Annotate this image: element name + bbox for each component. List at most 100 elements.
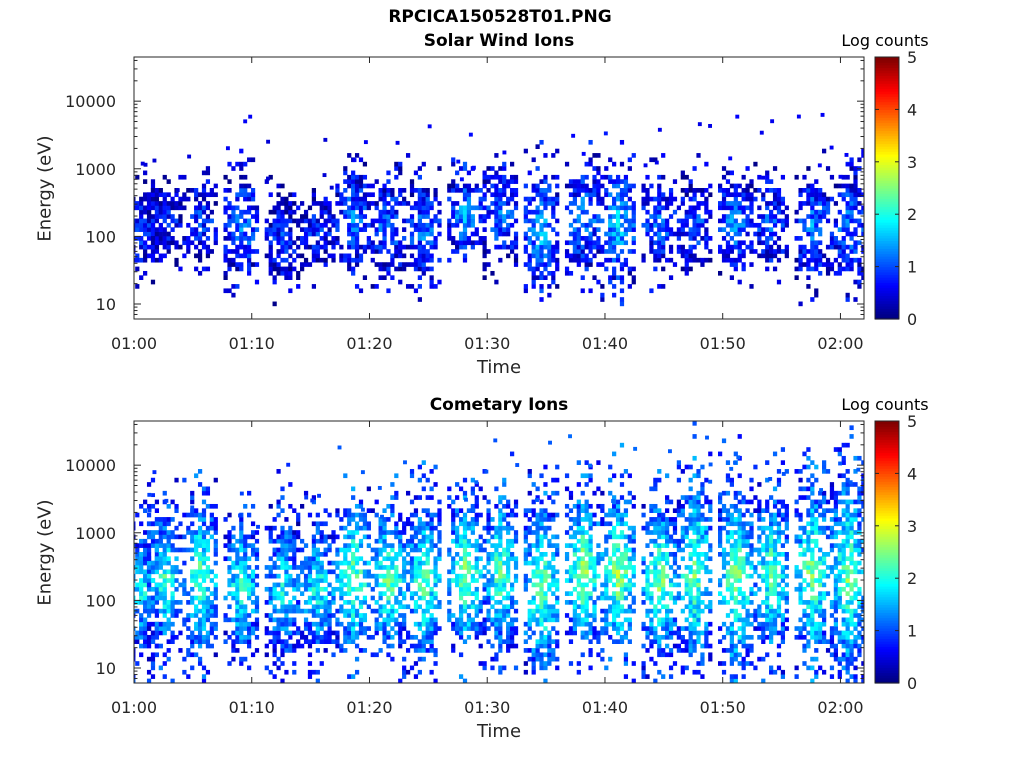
heatmap-cell: [580, 573, 585, 579]
heatmap-cell: [150, 569, 156, 575]
heatmap-cell: [311, 608, 317, 614]
heatmap-cell: [335, 552, 340, 557]
heatmap-cell: [718, 205, 723, 211]
heatmap-cell: [845, 231, 850, 237]
heatmap-cell: [194, 244, 199, 250]
heatmap-cell: [139, 621, 144, 627]
heatmap-cell: [688, 249, 693, 254]
heatmap-cell: [288, 525, 293, 531]
heatmap-cell: [213, 503, 218, 509]
heatmap-cell: [390, 604, 395, 610]
heatmap-cell: [264, 586, 269, 592]
heatmap-cell: [362, 595, 368, 601]
heatmap-cell: [351, 639, 356, 644]
heatmap-cell: [319, 205, 324, 211]
colorbar-segment: [875, 203, 899, 207]
heatmap-cell: [506, 227, 511, 232]
heatmap-cell: [288, 236, 293, 241]
heatmap-cell: [564, 240, 570, 246]
heatmap-cell: [143, 547, 148, 553]
heatmap-cell: [201, 621, 207, 627]
heatmap-cell: [631, 183, 636, 189]
heatmap-cell: [718, 249, 723, 254]
heatmap-cell: [494, 621, 499, 627]
heatmap-cell: [506, 179, 511, 184]
heatmap-cell: [139, 617, 144, 623]
heatmap-cell: [254, 227, 260, 232]
heatmap-cell: [580, 249, 585, 254]
heatmap-cell: [335, 547, 340, 553]
heatmap-cell: [150, 503, 156, 509]
heatmap-cell: [235, 192, 240, 198]
heatmap-cell: [194, 543, 199, 548]
heatmap-cell: [649, 236, 654, 241]
heatmap-cell: [608, 236, 613, 241]
heatmap-cell: [307, 227, 313, 232]
heatmap-cell: [284, 196, 289, 202]
heatmap-cell: [134, 600, 136, 605]
heatmap-cell: [158, 231, 163, 237]
heatmap-cell: [366, 521, 371, 527]
heatmap-cell: [390, 643, 395, 649]
heatmap-cell: [498, 665, 503, 671]
heatmap-cell: [721, 257, 727, 263]
heatmap-cell: [235, 205, 240, 211]
heatmap-cell: [339, 253, 344, 259]
colorbar-frame: [874, 56, 900, 320]
heatmap-cell: [311, 613, 317, 618]
heatmap-cell: [845, 292, 850, 298]
heatmap-cell: [455, 552, 460, 557]
heatmap-cell: [174, 218, 179, 224]
heatmap-cell: [358, 621, 364, 627]
heatmap-cell: [182, 547, 187, 553]
heatmap-cell: [845, 218, 850, 224]
heatmap-cell: [354, 613, 360, 618]
heatmap-cell: [182, 174, 187, 180]
heatmap-cell: [437, 534, 442, 540]
heatmap-cell: [661, 266, 666, 272]
heatmap-cell: [143, 270, 148, 276]
heatmap-cell: [498, 626, 503, 631]
heatmap-cell: [250, 503, 256, 509]
heatmap-cell: [347, 534, 352, 540]
heatmap-cell: [143, 556, 148, 562]
heatmap-cell: [123, 591, 127, 596]
heatmap-cell: [292, 530, 297, 535]
heatmap-cell: [288, 262, 293, 267]
heatmap-cell: [608, 227, 613, 232]
heatmap-cell: [213, 530, 218, 535]
heatmap-cell: [402, 521, 407, 527]
heatmap-cell: [462, 525, 468, 531]
heatmap-cell: [374, 538, 379, 544]
heatmap-cell: [466, 613, 472, 618]
heatmap-cell: [770, 119, 775, 124]
heatmap-cell: [311, 521, 317, 527]
heatmap-cell: [437, 257, 442, 263]
heatmap-cell: [649, 240, 654, 246]
heatmap-cell: [555, 552, 560, 557]
heatmap-cell: [580, 201, 585, 206]
heatmap-cell: [753, 249, 758, 254]
heatmap-cell: [319, 538, 324, 544]
heatmap-cell: [343, 253, 348, 259]
heatmap-cell: [592, 626, 597, 631]
heatmap-cell: [311, 669, 317, 675]
heatmap-cell: [335, 218, 340, 224]
heatmap-cell: [490, 192, 495, 198]
heatmap-cell: [170, 240, 175, 246]
heatmap-cell: [447, 222, 452, 228]
heatmap-cell: [417, 275, 422, 280]
heatmap-cell: [398, 630, 403, 636]
heatmap-cell: [280, 486, 285, 492]
heatmap-cell: [462, 639, 468, 644]
heatmap-cell: [466, 218, 472, 224]
heatmap-cell: [382, 578, 387, 583]
heatmap-cell: [327, 634, 332, 640]
heatmap-cell: [186, 249, 191, 254]
heatmap-cell: [425, 639, 430, 644]
heatmap-cell: [429, 621, 434, 627]
heatmap-cell: [378, 521, 383, 527]
heatmap-cell: [498, 512, 503, 518]
heatmap-cell: [402, 569, 407, 575]
heatmap-cell: [213, 231, 218, 237]
